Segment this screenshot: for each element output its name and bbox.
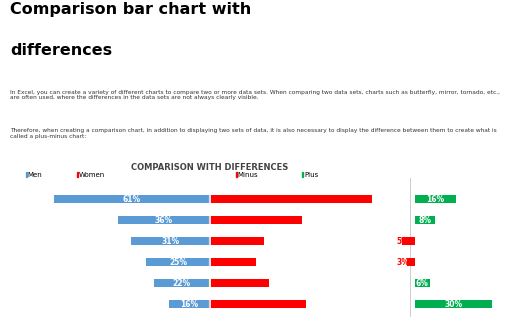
Text: COMPARISON WITH DIFFERENCES: COMPARISON WITH DIFFERENCES xyxy=(131,163,289,172)
Bar xyxy=(407,258,415,266)
Text: 31%: 31% xyxy=(161,236,179,245)
Text: 61%: 61% xyxy=(123,195,141,204)
FancyBboxPatch shape xyxy=(209,194,210,204)
Text: Therefore, when creating a comparison chart, in addition to displaying two sets : Therefore, when creating a comparison ch… xyxy=(10,128,497,139)
Text: Minus: Minus xyxy=(238,172,258,178)
Bar xyxy=(146,258,210,266)
Text: Plus: Plus xyxy=(304,172,318,178)
Bar xyxy=(302,172,303,177)
FancyBboxPatch shape xyxy=(209,215,210,225)
Bar xyxy=(77,172,78,177)
Text: 22%: 22% xyxy=(173,279,191,288)
Bar xyxy=(210,300,307,308)
Bar xyxy=(118,216,210,224)
Text: 5%: 5% xyxy=(397,236,410,245)
FancyBboxPatch shape xyxy=(209,236,210,246)
FancyBboxPatch shape xyxy=(209,299,210,309)
Text: 16%: 16% xyxy=(426,195,444,204)
Text: Women: Women xyxy=(79,172,105,178)
FancyBboxPatch shape xyxy=(209,257,210,267)
FancyBboxPatch shape xyxy=(209,278,210,288)
Bar xyxy=(26,172,27,177)
Bar xyxy=(54,195,210,203)
Bar xyxy=(402,237,415,245)
Bar xyxy=(154,279,210,287)
Bar xyxy=(236,172,237,177)
Bar xyxy=(415,195,456,203)
Text: 36%: 36% xyxy=(155,216,173,225)
Text: 25%: 25% xyxy=(169,258,187,267)
Text: Men: Men xyxy=(28,172,42,178)
Bar xyxy=(415,300,492,308)
Text: 6%: 6% xyxy=(416,279,429,288)
Text: In Excel, you can create a variety of different charts to compare two or more da: In Excel, you can create a variety of di… xyxy=(10,90,500,100)
Bar xyxy=(131,237,210,245)
Bar xyxy=(169,300,210,308)
Bar xyxy=(210,237,265,245)
Bar xyxy=(210,258,256,266)
Bar xyxy=(210,195,372,203)
Text: Comparison bar chart with: Comparison bar chart with xyxy=(10,2,251,17)
Text: 8%: 8% xyxy=(418,216,432,225)
Text: 3%: 3% xyxy=(397,258,410,267)
Text: 30%: 30% xyxy=(444,300,462,309)
Text: differences: differences xyxy=(10,43,112,58)
Bar xyxy=(415,279,430,287)
Text: 16%: 16% xyxy=(180,300,199,309)
Bar xyxy=(210,216,302,224)
Bar xyxy=(415,216,435,224)
Bar xyxy=(210,279,269,287)
